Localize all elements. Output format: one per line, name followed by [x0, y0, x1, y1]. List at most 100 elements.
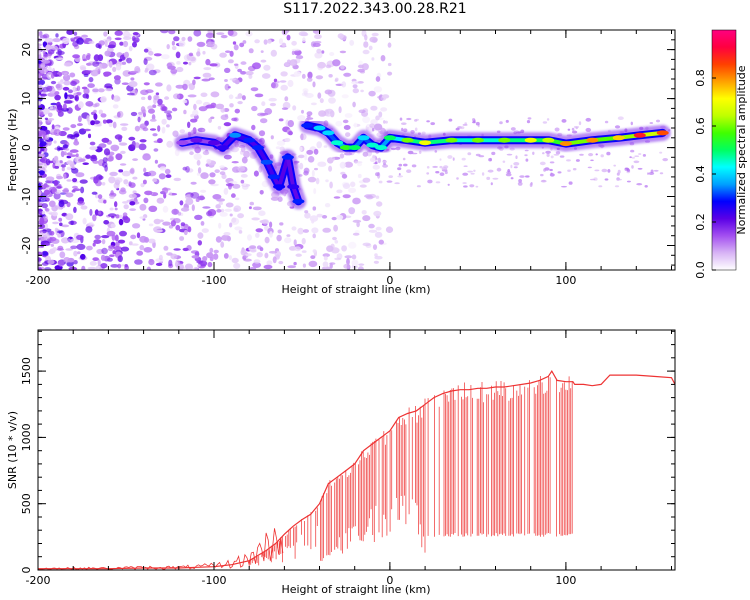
speckle-dot: [170, 253, 178, 260]
speckle-dot: [85, 226, 93, 233]
speckle-dot: [76, 201, 85, 206]
speckle-dot: [378, 111, 383, 118]
speckle-dot: [170, 68, 178, 74]
speckle-dot: [175, 224, 181, 231]
speckle-dot: [659, 151, 663, 154]
speckle-dot: [481, 172, 485, 176]
speckle-dot: [207, 261, 213, 268]
speckle-dot: [219, 171, 226, 176]
speckle-dot: [342, 119, 349, 124]
ridge-peak: [348, 145, 361, 151]
speckle-dot: [245, 253, 252, 257]
speckle-dot: [166, 114, 172, 121]
speckle-dot: [83, 87, 90, 95]
speckle-dot: [312, 206, 317, 211]
speckle-dot: [164, 96, 170, 100]
speckle-dot: [383, 162, 386, 166]
speckle-dot: [143, 247, 153, 253]
speckle-dot: [286, 34, 291, 41]
speckle-dot: [89, 141, 96, 146]
speckle-dot: [168, 30, 176, 35]
speckle-dot: [132, 176, 138, 180]
speckle-dot: [179, 200, 184, 206]
ridge-peak: [267, 174, 280, 180]
speckle-dot: [426, 120, 430, 123]
speckle-dot: [183, 229, 188, 236]
speckle-dot: [636, 183, 643, 186]
speckle-dot: [210, 91, 220, 98]
speckle-dot: [129, 208, 137, 212]
speckle-dot: [161, 126, 166, 134]
speckle-dot: [426, 172, 430, 175]
speckle-dot: [191, 255, 200, 259]
speckle-dot: [375, 226, 382, 231]
speckle-dot: [394, 182, 400, 185]
speckle-dot: [376, 201, 383, 207]
speckle-dot: [189, 151, 194, 156]
speckle-dot: [382, 159, 386, 162]
speckle-dot: [102, 119, 107, 124]
speckle-dot: [488, 158, 492, 162]
speckle-dot: [240, 61, 247, 65]
speckle-dot: [237, 213, 245, 219]
speckle-dot: [140, 183, 145, 188]
speckle-dot: [304, 210, 309, 214]
ridge-peak: [542, 137, 555, 143]
speckle-dot: [100, 113, 107, 118]
speckle-dot: [361, 63, 369, 71]
ridge-peak: [339, 145, 352, 151]
speckle-dot: [88, 222, 94, 226]
speckle-dot: [98, 143, 107, 149]
speckle-dot: [519, 175, 525, 178]
speckle-dot: [38, 84, 44, 91]
speckle-dot: [73, 206, 77, 213]
speckle-dot: [107, 44, 116, 49]
speckle-dot: [315, 75, 324, 80]
speckle-dot: [148, 69, 157, 76]
speckle-dot: [168, 259, 173, 267]
speckle-dot: [45, 208, 50, 212]
ridge-peak: [656, 130, 669, 136]
speckle-dot: [78, 101, 84, 109]
speckle-dot: [435, 181, 441, 184]
speckle-dot: [144, 190, 153, 196]
ridge-peak: [281, 154, 294, 160]
speckle-dot: [368, 45, 373, 51]
speckle-dot: [86, 62, 92, 66]
speckle-dot: [70, 220, 74, 226]
speckle-dot: [40, 148, 45, 151]
speckle-dot: [573, 126, 580, 128]
speckle-dot: [467, 170, 473, 173]
speckle-dot: [249, 245, 257, 250]
speckle-dot: [631, 165, 634, 169]
speckle-dot: [70, 238, 80, 244]
speckle-dot: [176, 61, 181, 65]
speckle-dot: [323, 145, 328, 148]
speckle-dot: [252, 62, 261, 70]
speckle-dot: [241, 95, 246, 101]
speckle-dot: [284, 96, 289, 102]
speckle-dot: [179, 236, 185, 241]
speckle-dot: [397, 175, 404, 178]
speckle-dot: [130, 234, 137, 240]
speckle-dot: [372, 127, 375, 132]
speckle-dot: [63, 151, 67, 156]
speckle-dot: [416, 185, 421, 188]
speckle-dot: [256, 252, 263, 258]
speckle-dot: [314, 34, 322, 40]
speckle-dot: [124, 51, 129, 58]
speckle-dot: [542, 152, 545, 155]
speckle-dot: [352, 197, 361, 205]
speckle-dot: [218, 222, 222, 229]
snr-plot-area: [38, 330, 675, 570]
speckle-dot: [370, 119, 378, 125]
speckle-dot: [108, 122, 113, 127]
speckle-dot: [134, 259, 143, 265]
speckle-dot: [206, 210, 213, 217]
speckle-dot: [62, 37, 70, 45]
speckle-dot: [559, 155, 565, 158]
speckle-dot: [171, 40, 175, 46]
speckle-dot: [176, 263, 184, 270]
speckle-dot: [206, 41, 216, 47]
speckle-dot: [219, 52, 227, 58]
